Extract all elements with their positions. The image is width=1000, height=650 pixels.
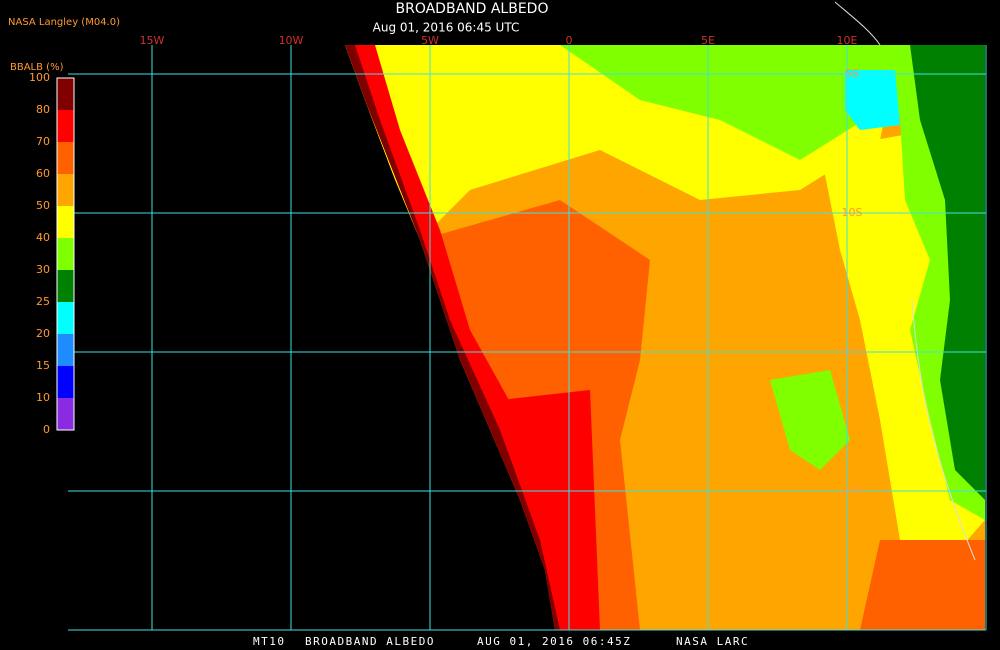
colorbar-swatch	[57, 110, 74, 142]
colorbar-tick-label: 15	[36, 359, 50, 372]
graticule: 15W 10W 5W 0 5E 10E 5S 10S 15S 20S	[68, 34, 987, 631]
imagery	[345, 45, 985, 630]
imagery-darkred-edge	[345, 45, 560, 630]
colorbar-tick-label: 80	[36, 103, 50, 116]
colorbar-swatch	[57, 398, 74, 430]
longitude-label: 10W	[279, 34, 304, 47]
latitude-label: 5S	[845, 67, 859, 80]
longitude-label: 10E	[837, 34, 858, 47]
colorbar-frame	[56, 77, 75, 431]
colorbar-tick-label: 30	[36, 263, 50, 276]
footer-text: MT10	[253, 635, 286, 648]
footer-text: NASA LARC	[676, 635, 749, 648]
longitude-label: 5W	[421, 34, 439, 47]
longitude-label: 5E	[701, 34, 715, 47]
colorbar-tick-label: 40	[36, 231, 50, 244]
colorbar-swatch	[57, 238, 74, 270]
source-label: NASA Langley (M04.0)	[8, 17, 120, 28]
colorbar-tick-label: 0	[43, 423, 50, 436]
colorbar-tick-label: 60	[36, 167, 50, 180]
colorbar-swatch	[57, 270, 74, 302]
colorbar-swatch	[57, 174, 74, 206]
colorbar-swatch	[57, 78, 74, 110]
colorbar-label: BBALB (%)	[10, 62, 64, 73]
colorbar-tick-label: 70	[36, 135, 50, 148]
imagery-forest	[910, 45, 985, 500]
latitude-label: 20S	[842, 484, 863, 497]
longitude-label: 15W	[140, 34, 165, 47]
colorbar-swatch	[57, 366, 74, 398]
latitude-label: 10S	[842, 206, 863, 219]
colorbar: 0 10 15 20 25 30 40 50 60 70 80 100	[29, 71, 75, 436]
colorbar-tick-label: 10	[36, 391, 50, 404]
longitude-label: 0	[566, 34, 573, 47]
footer: MT10 BROADBAND ALBEDO AUG 01, 2016 06:45Z N…	[253, 635, 749, 648]
map-subtitle: Aug 01, 2016 06:45 UTC	[373, 21, 520, 35]
colorbar-tick-label: 20	[36, 327, 50, 340]
footer-text: BROADBAND ALBEDO	[305, 635, 435, 648]
imagery-cyan	[845, 70, 900, 130]
colorbar-swatch	[57, 142, 74, 174]
imagery-green-patch	[770, 370, 850, 470]
colorbar-swatch	[57, 302, 74, 334]
colorbar-swatch	[57, 334, 74, 366]
map-title: BROADBAND ALBEDO	[396, 1, 549, 17]
colorbar-tick-label: 100	[29, 71, 50, 84]
footer-text: AUG 01, 2016 06:45Z	[477, 635, 631, 648]
coastline	[834, 1, 976, 561]
colorbar-tick-label: 25	[36, 295, 50, 308]
colorbar-swatch	[57, 206, 74, 238]
colorbar-tick-label: 50	[36, 199, 50, 212]
imagery-orange-red-south	[860, 540, 985, 630]
latitude-label: 15S	[842, 345, 863, 358]
